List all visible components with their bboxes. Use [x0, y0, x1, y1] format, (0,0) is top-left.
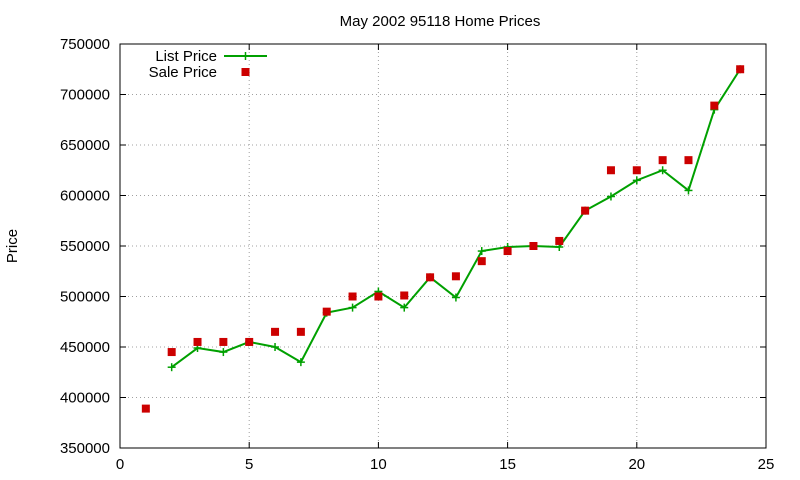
series — [141, 65, 745, 413]
x-tick-label: 10 — [370, 456, 387, 473]
sale-price-point — [271, 327, 280, 336]
grid-lines — [120, 44, 766, 448]
sale-price-point — [400, 291, 409, 300]
list-price-point — [167, 363, 176, 372]
list-price-point — [477, 247, 486, 256]
y-tick-label: 600000 — [60, 188, 110, 205]
sale-price-point — [503, 247, 512, 256]
series-sale-price — [141, 65, 745, 413]
x-tick-label: 20 — [628, 456, 645, 473]
y-tick-label: 700000 — [60, 87, 110, 104]
x-tick-label: 15 — [499, 456, 516, 473]
list-price-point — [348, 303, 357, 312]
list-price-point — [296, 358, 305, 367]
sale-price-point — [426, 273, 435, 282]
sale-price-point — [684, 156, 693, 165]
chart-title: May 2002 95118 Home Prices — [340, 13, 541, 30]
list-price-point — [632, 176, 641, 185]
sale-price-point — [167, 348, 176, 357]
list-price-point — [219, 348, 228, 357]
sale-price-point — [477, 257, 486, 266]
y-tick-label: 350000 — [60, 440, 110, 457]
x-tick-label: 25 — [758, 456, 775, 473]
sale-price-point — [632, 166, 641, 175]
sale-price-point — [374, 292, 383, 301]
sale-price-point — [322, 307, 331, 316]
sale-price-point — [219, 337, 228, 346]
list-price-point — [451, 293, 460, 302]
sale-price-point — [606, 166, 615, 175]
sale-price-point — [296, 327, 305, 336]
list-price-point — [400, 303, 409, 312]
legend-label-sale-price: Sale Price — [149, 64, 217, 81]
x-tick-label: 5 — [245, 456, 253, 473]
sale-price-point — [736, 65, 745, 74]
list-price-point — [271, 343, 280, 351]
legend-marker-list-price — [241, 52, 250, 60]
series-list-price — [167, 65, 745, 372]
list-price-point — [606, 192, 615, 201]
list-price-point — [684, 186, 693, 195]
x-tick-label: 0 — [116, 456, 124, 473]
y-tick-label: 750000 — [60, 36, 110, 53]
sale-price-point — [451, 272, 460, 281]
sale-price-point — [348, 292, 357, 301]
y-tick-label: 550000 — [60, 238, 110, 255]
sale-price-point — [555, 236, 564, 245]
y-axis-label: Price — [4, 229, 21, 263]
axes — [119, 43, 767, 449]
y-tick-label: 450000 — [60, 339, 110, 356]
legend-marker-sale-price — [241, 68, 250, 76]
sale-price-point — [710, 101, 719, 110]
sale-price-point — [529, 242, 538, 250]
y-tick-label: 400000 — [60, 390, 110, 407]
list-price-point — [658, 166, 667, 175]
sale-price-point — [658, 156, 667, 165]
sale-price-point — [581, 206, 590, 215]
legend-label-list-price: List Price — [155, 48, 217, 65]
sale-price-point — [193, 337, 202, 346]
sale-price-point — [245, 337, 254, 346]
tick-labels: 0 5 10 15 20 25 350000 400000 450000 500000 550000… — [60, 36, 774, 473]
y-tick-label: 650000 — [60, 137, 110, 154]
list-price-line — [171, 68, 742, 369]
sale-price-point — [141, 404, 150, 413]
y-tick-label: 500000 — [60, 289, 110, 306]
